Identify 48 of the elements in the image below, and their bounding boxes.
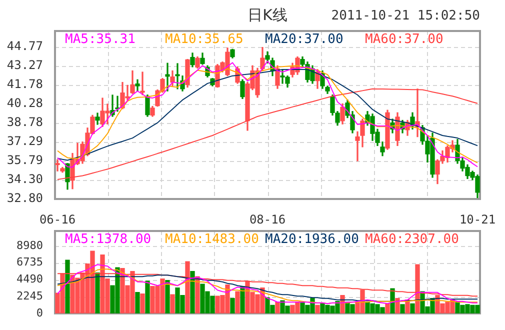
y-tick-label: 44.77 [6,39,43,54]
bar [65,260,70,314]
chart-title: 日K线 [248,6,288,24]
bar [145,280,150,314]
bar [140,294,145,314]
bar [195,276,200,314]
x-tick-label: 06-16 [39,212,76,226]
bar [400,304,405,314]
chart-subtitle: 2011-10-21 15:02:50 [331,8,480,24]
x-tick-label: 10-21 [459,212,496,226]
y-tick-label: 41.78 [6,77,43,92]
text: MA60:37.00 [365,32,444,47]
bar [165,280,170,314]
x-tick-label: 08-16 [249,212,286,226]
bar [275,302,280,314]
bar [415,264,420,314]
bar [95,272,100,314]
text: MA20:1936.00 [265,232,359,247]
series-label: MA20:37.00 [265,32,344,47]
bar [390,288,395,314]
y-tick-label: 40.28 [6,96,43,110]
y-tick-label: 43.27 [6,58,43,72]
text: MA60:2307.00 [365,232,459,247]
bar [385,303,390,314]
bar [315,304,320,314]
text: MA5:1378.00 [65,232,152,247]
bar [410,303,415,314]
text: MA10:1483.00 [165,232,259,247]
y-tick-label: 37.29 [6,134,43,148]
y-tick-label: 38.78 [6,115,43,130]
y-tick-label: 4490 [16,272,43,286]
bar [185,261,190,314]
y-tick-label: 6735 [16,256,43,269]
bar [170,294,175,314]
text: MA5:35.31 [65,32,136,47]
bar [395,298,400,314]
y-tick-label: 2245 [16,289,43,302]
bar [230,298,235,314]
bar [240,286,245,314]
bar [235,291,240,314]
y-tick-label: 0 [36,306,43,320]
bar [135,292,140,314]
y-tick-label: 32.80 [6,191,43,206]
bar [190,271,195,314]
y-tick-label: 34.30 [6,172,43,186]
y-tick-label: 35.79 [6,153,43,168]
text: MA10:35.65 [165,32,244,47]
y-tick-label: 8980 [16,238,43,252]
